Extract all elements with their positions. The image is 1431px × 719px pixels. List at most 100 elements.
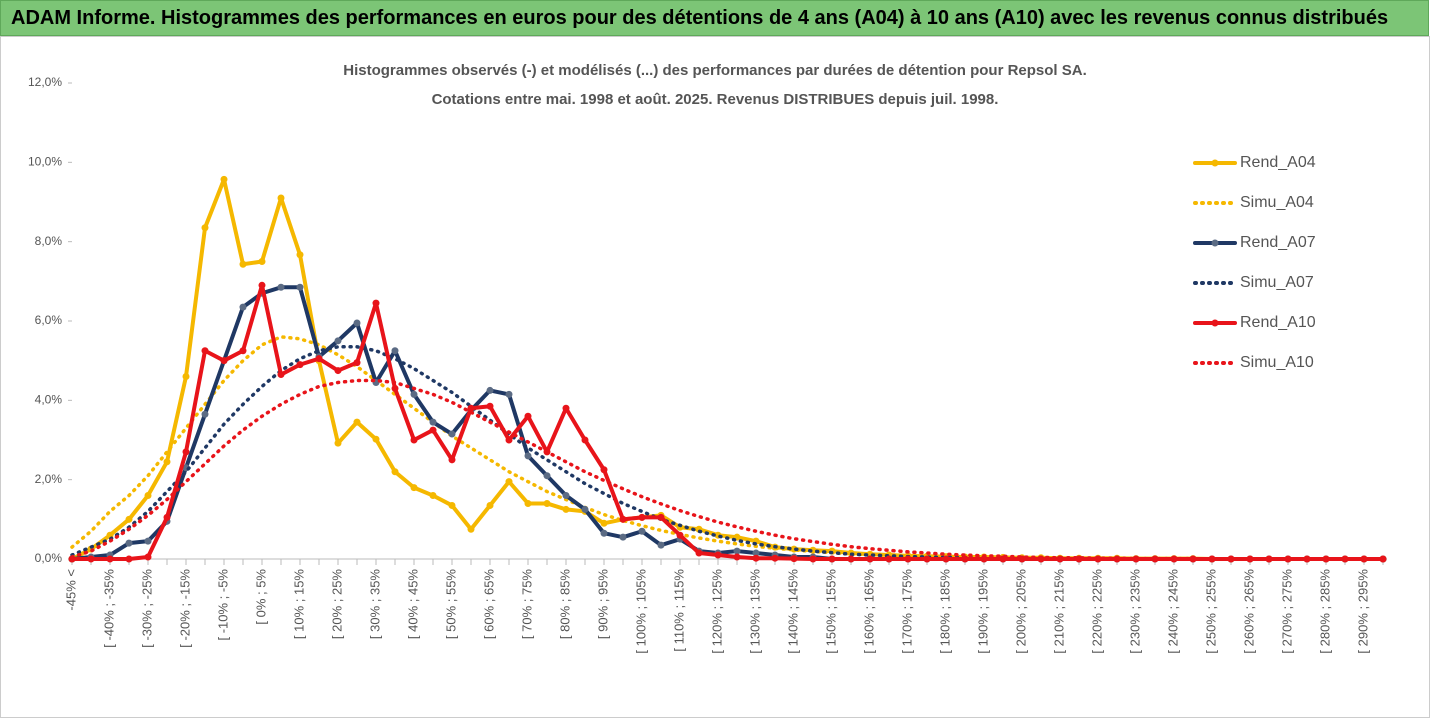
data-point <box>657 513 665 521</box>
y-tick-label: 2,0% <box>35 472 63 486</box>
data-point <box>334 439 342 447</box>
series-line <box>70 378 1385 561</box>
x-tick-label: [ 50% ; 55% <box>443 569 458 640</box>
data-point <box>676 531 684 539</box>
data-point <box>125 515 133 523</box>
data-point <box>733 547 741 555</box>
series-line <box>70 177 1385 561</box>
data-point <box>163 513 171 521</box>
x-tick-label: [ 250% ; 255% <box>1203 569 1218 654</box>
data-point <box>904 555 912 563</box>
data-point <box>448 501 456 509</box>
x-tick-label: [ 80% ; 85% <box>557 569 572 640</box>
chart-border <box>0 36 1430 718</box>
data-point <box>486 402 494 410</box>
data-point <box>258 281 266 289</box>
data-point <box>638 527 646 535</box>
data-point <box>657 541 665 549</box>
x-tick-label: [ 40% ; 45% <box>405 569 420 640</box>
data-point <box>524 412 532 420</box>
data-point <box>486 501 494 509</box>
data-point <box>87 555 95 563</box>
x-tick-label: [ 170% ; 175% <box>899 569 914 654</box>
data-point <box>144 553 152 561</box>
data-point <box>277 194 285 202</box>
data-point <box>391 347 399 355</box>
data-point <box>353 418 361 426</box>
data-point <box>372 299 380 307</box>
legend-label: Simu_A07 <box>1240 274 1314 291</box>
data-point <box>182 373 190 381</box>
legend-marker <box>1211 159 1219 167</box>
data-point <box>372 435 380 443</box>
data-point <box>144 492 152 500</box>
chart-title: Histogrammes observés (-) et modélisés (… <box>343 62 1087 79</box>
data-point <box>524 499 532 507</box>
data-point <box>1265 555 1273 563</box>
data-point <box>467 525 475 533</box>
data-point <box>277 283 285 291</box>
x-tick-label: [ 120% ; 125% <box>709 569 724 654</box>
data-point <box>562 492 570 500</box>
x-tick-label: [ 290% ; 295% <box>1355 569 1370 654</box>
data-point <box>353 359 361 367</box>
data-point <box>543 472 551 480</box>
data-point <box>125 539 133 547</box>
data-point <box>163 458 171 466</box>
legend-marker <box>1211 239 1219 247</box>
x-tick-label: [ 240% ; 245% <box>1165 569 1180 654</box>
legend-label: Rend_A04 <box>1240 154 1316 171</box>
data-point <box>752 549 760 557</box>
x-tick-label: [ 60% ; 65% <box>481 569 496 640</box>
data-point <box>106 555 114 563</box>
data-point <box>581 505 589 513</box>
data-point <box>600 529 608 537</box>
data-point <box>144 537 152 545</box>
x-tick-label: [ 150% ; 155% <box>823 569 838 654</box>
x-tick-label: [ -40% ; -35% <box>101 569 116 648</box>
data-point <box>600 466 608 474</box>
x-tick-label: [ -20% ; -15% <box>177 569 192 648</box>
series-line <box>70 345 1385 561</box>
x-tick-label: [ 0% ; 5% <box>253 569 268 625</box>
y-tick-label: 10,0% <box>28 155 62 169</box>
chart-subtitle: Cotations entre mai. 1998 et août. 2025.… <box>432 91 999 108</box>
data-point <box>296 361 304 369</box>
x-tick-label: [ 210% ; 215% <box>1051 569 1066 654</box>
x-tick-label: [ 180% ; 185% <box>937 569 952 654</box>
x-tick-label: [ 30% ; 35% <box>367 569 382 640</box>
data-point <box>239 260 247 268</box>
data-point <box>201 224 209 232</box>
data-point <box>619 515 627 523</box>
chart: Histogrammes observés (-) et modélisés (… <box>0 36 1430 718</box>
data-point <box>885 555 893 563</box>
data-point <box>410 484 418 492</box>
y-tick-label: 4,0% <box>35 393 63 407</box>
data-point <box>296 251 304 259</box>
data-point <box>1284 555 1292 563</box>
x-tick-label: [ 100% ; 105% <box>633 569 648 654</box>
data-point <box>239 303 247 311</box>
data-point <box>467 404 475 412</box>
data-point <box>486 386 494 394</box>
legend-label: Rend_A07 <box>1240 234 1316 251</box>
y-tick-label: 12,0% <box>28 75 62 89</box>
data-point <box>562 404 570 412</box>
data-point <box>961 555 969 563</box>
legend-label: Simu_A04 <box>1240 194 1314 211</box>
data-point <box>429 418 437 426</box>
x-tick-label: [ 200% ; 205% <box>1013 569 1028 654</box>
x-tick-label: [ 190% ; 195% <box>975 569 990 654</box>
data-point <box>543 499 551 507</box>
x-tick-label: -45% < <box>63 569 78 611</box>
legend-label: Rend_A10 <box>1240 314 1316 331</box>
data-point <box>258 258 266 265</box>
x-tick-label: [ 70% ; 75% <box>519 569 534 640</box>
data-point <box>182 448 190 456</box>
data-point <box>524 452 532 460</box>
data-point <box>353 319 361 327</box>
data-point <box>239 347 247 355</box>
data-point <box>505 390 513 398</box>
data-point <box>1341 555 1349 563</box>
